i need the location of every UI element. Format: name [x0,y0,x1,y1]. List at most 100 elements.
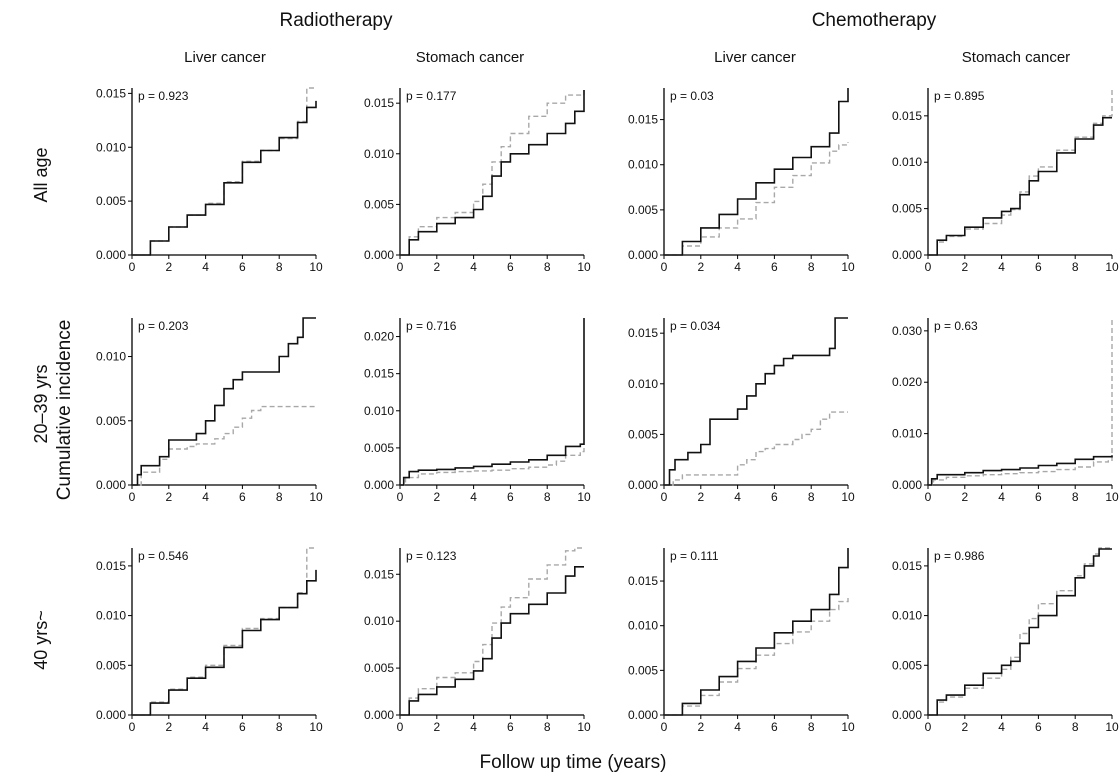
series-dashed-line [132,405,316,486]
x-tick-label: 8 [276,490,283,504]
p-value-annotation: p = 0.123 [406,549,457,563]
x-tick-label: 10 [841,720,855,734]
p-value-annotation: p = 0.203 [138,319,189,333]
y-tick-label: 0.010 [364,404,394,418]
x-tick-label: 6 [1035,260,1042,274]
series-solid-line [132,317,316,486]
x-tick-label: 6 [771,490,778,504]
x-tick-label: 10 [309,720,323,734]
x-tick-label: 2 [433,260,440,274]
y-tick-label: 0.000 [628,478,658,492]
p-value-annotation: p = 0.111 [670,549,719,563]
p-value-annotation: p = 0.716 [406,319,457,333]
panel-2-2: 0 2 4 6 8 10 0.000 0.005 0.010 0.015 p = 0.111 [628,548,855,734]
series-dashed-line [400,447,585,486]
x-tick-label: 8 [808,490,815,504]
y-tick-label: 0.005 [892,658,922,672]
y-tick-label: 0.005 [96,658,126,672]
series-solid-line [664,88,849,256]
x-tick-label: 4 [202,720,209,734]
x-tick-label: 10 [1105,260,1119,274]
series-solid-line [400,318,585,486]
y-axis-title: Cumulative incidence [54,320,75,501]
p-value-annotation: p = 0.63 [934,319,978,333]
x-tick-label: 4 [998,260,1005,274]
y-tick-label: 0.000 [96,708,126,722]
y-tick-label: 0.005 [364,197,394,211]
x-tick-label: 0 [397,720,404,734]
series-dashed-line [928,89,1113,256]
series-dashed-line [928,547,1112,716]
panel-2-1: 0 2 4 6 8 10 0.000 0.005 0.010 0.015 p = 0.123 [364,547,591,734]
x-tick-label: 2 [165,260,172,274]
y-tick-label: 0.020 [892,375,922,389]
x-tick-label: 0 [661,490,668,504]
x-tick-label: 6 [771,260,778,274]
x-tick-label: 2 [433,720,440,734]
x-tick-label: 8 [544,260,551,274]
group-title-radiotherapy: Radiotherapy [279,10,393,31]
column-title-rt-stomach: Stomach cancer [416,49,524,66]
x-tick-label: 6 [507,260,514,274]
x-tick-label: 6 [507,720,514,734]
x-tick-label: 0 [925,490,932,504]
panel-1-3: 0 2 4 6 8 10 0.000 0.010 0.020 0.030 p = 0.63 [892,318,1119,504]
series-dashed-line [664,411,848,486]
x-tick-label: 6 [771,720,778,734]
y-tick-label: 0.000 [364,248,394,262]
x-tick-label: 6 [1035,720,1042,734]
x-tick-label: 0 [661,720,668,734]
x-tick-label: 0 [925,720,932,734]
panel-1-2: 0 2 4 6 8 10 0.000 0.005 0.010 0.015 p = 0.034 [628,317,855,504]
p-value-annotation: p = 0.546 [138,549,189,563]
series-solid-line [928,455,1113,486]
series-solid-line [928,116,1112,256]
y-tick-label: 0.015 [628,326,658,340]
x-axis-title: Follow up time (years) [480,752,667,773]
x-tick-label: 2 [165,720,172,734]
x-tick-label: 8 [276,260,283,274]
x-tick-label: 10 [577,490,591,504]
x-tick-label: 2 [961,490,968,504]
x-tick-label: 0 [925,260,932,274]
p-value-annotation: p = 0.895 [934,89,985,103]
series-dashed-line [400,88,585,256]
panel-2-0: 0 2 4 6 8 10 0.000 0.005 0.010 0.015 p = 0.546 [96,547,323,734]
x-tick-label: 10 [1105,490,1119,504]
x-tick-label: 6 [239,260,246,274]
row-title-20-39: 20–39 yrs [31,364,51,443]
x-tick-label: 10 [841,260,855,274]
column-title-ct-liver: Liver cancer [714,49,796,66]
series-solid-line [664,548,849,716]
y-tick-label: 0.010 [96,140,126,154]
y-tick-label: 0.000 [892,708,922,722]
x-tick-label: 6 [507,490,514,504]
y-tick-label: 0.005 [628,203,658,217]
p-value-annotation: p = 0.034 [670,319,721,333]
x-tick-label: 0 [129,720,136,734]
p-value-annotation: p = 0.03 [670,89,714,103]
y-tick-label: 0.000 [96,478,126,492]
x-tick-label: 10 [309,260,323,274]
panel-grid: 0 2 4 6 8 10 0.000 0.005 0.010 0.015 p = 0.923 0 2 4 6… [96,86,1119,734]
y-tick-label: 0.000 [628,708,658,722]
series-solid-line [132,100,317,256]
panel-0-0: 0 2 4 6 8 10 0.000 0.005 0.010 0.015 p = 0.923 [96,86,323,274]
x-tick-label: 10 [841,490,855,504]
y-tick-label: 0.010 [892,155,922,169]
panel-1-0: 0 2 4 6 8 10 0.000 0.005 0.010 p = 0.203 [96,317,323,504]
y-tick-label: 0.015 [892,109,922,123]
x-tick-label: 4 [202,260,209,274]
y-tick-label: 0.005 [96,194,126,208]
x-tick-label: 4 [734,490,741,504]
y-tick-label: 0.000 [364,478,394,492]
p-value-annotation: p = 0.923 [138,89,189,103]
y-tick-label: 0.010 [96,350,126,364]
row-title-40-plus: 40 yrs~ [31,610,51,670]
y-tick-label: 0.010 [892,609,922,623]
series-dashed-line [132,547,316,716]
x-tick-label: 0 [397,260,404,274]
x-tick-label: 8 [276,720,283,734]
y-tick-label: 0.010 [628,377,658,391]
